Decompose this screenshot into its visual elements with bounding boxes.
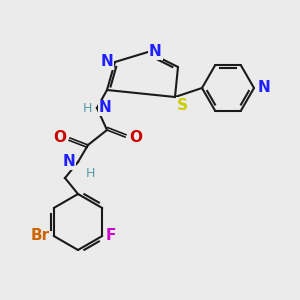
- Text: O: O: [53, 130, 66, 146]
- Text: N: N: [100, 55, 113, 70]
- Text: F: F: [105, 229, 116, 244]
- Text: N: N: [258, 80, 271, 95]
- Text: O: O: [129, 130, 142, 145]
- Text: N: N: [99, 100, 112, 116]
- Text: N: N: [149, 44, 162, 59]
- Text: N: N: [62, 154, 75, 169]
- Text: Br: Br: [31, 229, 50, 244]
- Text: H: H: [82, 101, 92, 115]
- Text: S: S: [177, 98, 188, 113]
- Text: H: H: [86, 167, 95, 180]
